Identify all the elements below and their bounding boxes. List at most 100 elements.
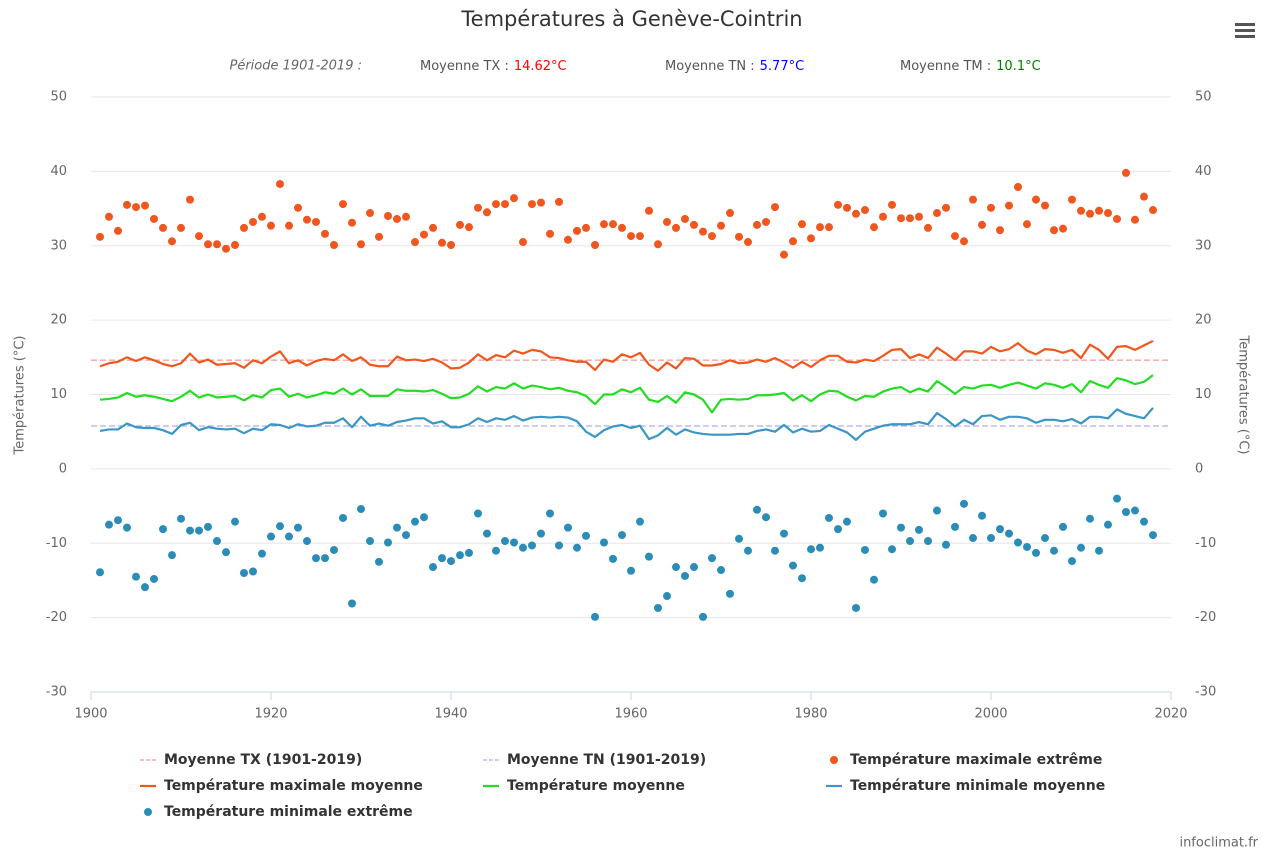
data-point bbox=[1014, 182, 1022, 191]
data-point bbox=[384, 212, 392, 220]
series-line bbox=[99, 339, 1154, 372]
menu-bar[interactable] bbox=[1235, 23, 1255, 26]
data-point bbox=[888, 200, 896, 209]
data-point bbox=[1032, 548, 1040, 557]
legend-label: Moyenne TX (1901-2019) bbox=[164, 752, 362, 768]
subtitle-label: Moyenne TM : bbox=[900, 59, 991, 74]
data-point bbox=[519, 543, 527, 552]
data-point bbox=[1023, 220, 1031, 229]
legend-symbol bbox=[830, 756, 838, 764]
data-point bbox=[789, 561, 797, 570]
data-point bbox=[177, 514, 185, 523]
data-point bbox=[1068, 195, 1076, 204]
data-point bbox=[618, 531, 626, 540]
legend-item[interactable]: Température minimale extrême bbox=[144, 804, 413, 820]
data-point bbox=[1086, 209, 1094, 218]
data-point bbox=[744, 546, 752, 555]
data-point bbox=[645, 206, 653, 215]
legend-item[interactable]: Température minimale moyenne bbox=[826, 778, 1105, 794]
data-point bbox=[852, 603, 860, 612]
subtitle-item: Moyenne TX : 14.62°C bbox=[420, 59, 567, 74]
legend-label: Température moyenne bbox=[507, 778, 685, 794]
y2-tick-label: -30 bbox=[1195, 685, 1216, 700]
data-point bbox=[1059, 224, 1067, 233]
y-tick-label: 20 bbox=[50, 313, 67, 328]
data-point bbox=[258, 549, 266, 558]
data-point bbox=[519, 238, 527, 247]
data-point bbox=[1077, 543, 1085, 552]
data-point bbox=[870, 575, 878, 584]
data-point bbox=[546, 229, 554, 238]
y2-axis-title: Températures (°C) bbox=[1236, 335, 1251, 455]
data-point bbox=[96, 232, 104, 241]
data-point bbox=[357, 240, 365, 249]
data-point bbox=[294, 523, 302, 532]
legend-item[interactable]: Température moyenne bbox=[483, 778, 685, 794]
subtitle-label: Moyenne TX : bbox=[420, 59, 509, 74]
data-point bbox=[645, 552, 653, 561]
data-point bbox=[429, 563, 437, 572]
menu-bar[interactable] bbox=[1235, 29, 1255, 32]
legend-item[interactable]: Température maximale moyenne bbox=[140, 778, 423, 794]
data-point bbox=[897, 523, 905, 532]
data-point bbox=[924, 223, 932, 232]
data-point bbox=[1068, 557, 1076, 566]
data-point bbox=[627, 566, 635, 575]
y-tick-label: -20 bbox=[46, 610, 67, 625]
data-point bbox=[681, 571, 689, 580]
data-point bbox=[420, 513, 428, 522]
data-point bbox=[402, 212, 410, 221]
data-point bbox=[267, 221, 275, 230]
legend-item[interactable]: Température maximale extrême bbox=[830, 752, 1102, 768]
data-point bbox=[852, 209, 860, 218]
data-point bbox=[312, 554, 320, 563]
legend-item[interactable]: Moyenne TN (1901-2019) bbox=[483, 752, 706, 768]
menu-bar[interactable] bbox=[1235, 35, 1255, 38]
data-point bbox=[753, 505, 761, 514]
x-tick-label: 1920 bbox=[254, 707, 287, 722]
data-point bbox=[330, 545, 338, 554]
data-point bbox=[537, 198, 545, 207]
data-point bbox=[546, 509, 554, 518]
data-point bbox=[411, 238, 419, 247]
data-point bbox=[924, 537, 932, 546]
data-point bbox=[150, 214, 158, 223]
data-point bbox=[825, 223, 833, 232]
data-point bbox=[582, 531, 590, 540]
data-point bbox=[906, 537, 914, 546]
data-point bbox=[861, 206, 869, 215]
data-point bbox=[915, 525, 923, 534]
data-point bbox=[1077, 206, 1085, 215]
data-point bbox=[780, 529, 788, 538]
data-point bbox=[834, 525, 842, 534]
data-point bbox=[807, 234, 815, 243]
y2-tick-label: 30 bbox=[1195, 238, 1212, 253]
legend-item[interactable]: Moyenne TX (1901-2019) bbox=[140, 752, 362, 768]
data-point bbox=[591, 612, 599, 621]
data-point bbox=[654, 240, 662, 249]
data-point bbox=[762, 513, 770, 522]
data-point bbox=[843, 203, 851, 212]
menu-button[interactable] bbox=[1235, 23, 1255, 38]
data-point bbox=[834, 200, 842, 209]
subtitle-label: Moyenne TN : bbox=[665, 59, 755, 74]
data-point bbox=[987, 203, 995, 212]
data-point bbox=[609, 220, 617, 229]
credits: infoclimat.fr bbox=[1179, 836, 1258, 851]
data-point bbox=[483, 529, 491, 538]
data-point bbox=[213, 240, 221, 249]
data-point bbox=[402, 531, 410, 540]
data-point bbox=[285, 532, 293, 541]
x-tick-label: 1960 bbox=[614, 707, 647, 722]
data-point bbox=[1005, 201, 1013, 210]
y2-tick-label: -10 bbox=[1195, 536, 1216, 551]
data-point bbox=[1032, 195, 1040, 204]
data-point bbox=[1149, 531, 1157, 540]
data-point bbox=[960, 237, 968, 246]
data-point bbox=[159, 525, 167, 534]
data-point bbox=[681, 214, 689, 223]
data-point bbox=[438, 554, 446, 563]
data-point bbox=[555, 197, 563, 206]
chart-title: Températures à Genève-Cointrin bbox=[460, 7, 802, 31]
data-point bbox=[744, 238, 752, 247]
